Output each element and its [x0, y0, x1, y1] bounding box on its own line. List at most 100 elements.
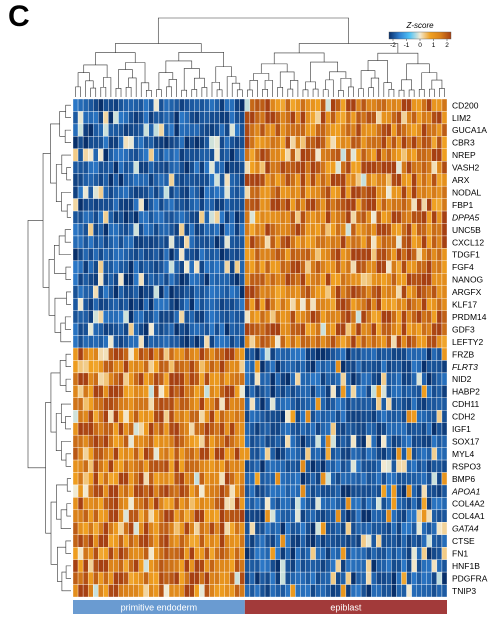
gene-label: NID2: [452, 374, 472, 384]
heatmap-cell: [77, 410, 84, 423]
heatmap-cell: [153, 397, 160, 411]
heatmap-cell: [371, 298, 377, 311]
heatmap-cell: [184, 285, 190, 299]
heatmap-cell: [381, 434, 387, 448]
heatmap-cell: [360, 335, 367, 349]
heatmap-cell: [234, 310, 240, 324]
heatmap-cell: [153, 347, 160, 361]
heatmap-cell: [194, 198, 200, 212]
heatmap-cell: [234, 210, 240, 224]
heatmap-cell: [325, 472, 331, 486]
heatmap-cell: [168, 422, 175, 436]
heatmap-cell: [376, 447, 382, 461]
heatmap-cell: [335, 148, 342, 162]
heatmap-cell: [158, 559, 165, 573]
heatmap-cell: [199, 559, 205, 573]
heatmap-cell: [128, 123, 134, 137]
heatmap-cell: [98, 484, 104, 498]
heatmap-cell: [204, 111, 210, 125]
heatmap-cell: [103, 322, 109, 336]
heatmap-cell: [350, 335, 357, 349]
heatmap-cell: [82, 522, 89, 535]
heatmap-cell: [381, 584, 387, 598]
heatmap-cell: [158, 497, 165, 511]
heatmap-cell: [386, 136, 392, 149]
heatmap-cell: [300, 385, 306, 398]
heatmap-cell: [300, 571, 306, 585]
heatmap-cell: [153, 285, 160, 299]
heatmap-cell: [224, 584, 230, 598]
heatmap-cell: [103, 136, 109, 149]
heatmap-cell: [214, 198, 220, 212]
heatmap-cell: [254, 385, 261, 398]
heatmap-cell: [98, 472, 104, 486]
heatmap-cell: [194, 136, 200, 149]
heatmap-cell: [209, 161, 215, 174]
heatmap-cell: [401, 285, 407, 299]
heatmap-cell: [381, 136, 387, 149]
heatmap-cell: [98, 360, 104, 374]
heatmap-cell: [259, 497, 266, 511]
heatmap-cell: [163, 198, 170, 212]
heatmap-cell: [340, 522, 347, 535]
heatmap-cell: [274, 248, 281, 262]
heatmap-cell: [113, 584, 119, 598]
heatmap-cell: [118, 447, 124, 461]
heatmap-cell: [178, 584, 185, 598]
heatmap-cell: [234, 136, 240, 149]
heatmap-cell: [163, 509, 170, 523]
heatmap-cell: [350, 161, 357, 174]
heatmap-cell: [330, 148, 336, 162]
heatmap-cell: [224, 185, 230, 199]
heatmap-cell: [209, 310, 215, 324]
heatmap-cell: [406, 509, 412, 523]
heatmap-cell: [340, 223, 347, 237]
heatmap-cell: [214, 273, 220, 286]
heatmap-cell: [365, 335, 372, 349]
heatmap-cell: [153, 111, 160, 125]
heatmap-cell: [345, 298, 352, 311]
heatmap-cell: [426, 509, 433, 523]
heatmap-cell: [360, 534, 367, 548]
heatmap-cell: [360, 161, 367, 174]
heatmap-cell: [280, 223, 286, 237]
heatmap-cell: [214, 310, 220, 324]
heatmap-cell: [305, 571, 311, 585]
heatmap-cell: [209, 298, 215, 311]
heatmap-cell: [87, 459, 94, 473]
heatmap-cell: [431, 385, 438, 398]
heatmap-cell: [330, 260, 336, 274]
heatmap-cell: [371, 98, 377, 112]
heatmap-cell: [431, 447, 438, 461]
heatmap-cell: [168, 447, 175, 461]
heatmap-cell: [148, 248, 155, 262]
heatmap-cell: [401, 198, 407, 212]
heatmap-cell: [421, 111, 427, 125]
heatmap-cell: [123, 98, 129, 112]
heatmap-cell: [209, 111, 215, 125]
heatmap-cell: [426, 559, 433, 573]
heatmap-cell: [219, 484, 225, 498]
heatmap-cell: [153, 223, 160, 237]
heatmap-cell: [82, 161, 89, 174]
heatmap-cell: [77, 123, 84, 137]
heatmap-cell: [98, 260, 104, 274]
heatmap-cell: [280, 298, 286, 311]
heatmap-cell: [325, 360, 331, 374]
heatmap-cell: [431, 571, 438, 585]
heatmap-cell: [259, 98, 266, 112]
heatmap-cell: [249, 584, 256, 598]
heatmap-cell: [340, 273, 347, 286]
column-dendrogram-branch: [383, 82, 392, 97]
heatmap-cell: [219, 198, 225, 212]
heatmap-cell: [350, 210, 357, 224]
heatmap-cell: [360, 459, 367, 473]
heatmap-cell: [280, 335, 286, 349]
heatmap-cell: [118, 584, 124, 598]
heatmap-cell: [416, 472, 422, 486]
heatmap-cell: [113, 434, 119, 448]
heatmap-cell: [295, 248, 301, 262]
heatmap-cell: [269, 534, 276, 548]
heatmap-cell: [82, 385, 89, 398]
heatmap-cell: [138, 335, 144, 349]
